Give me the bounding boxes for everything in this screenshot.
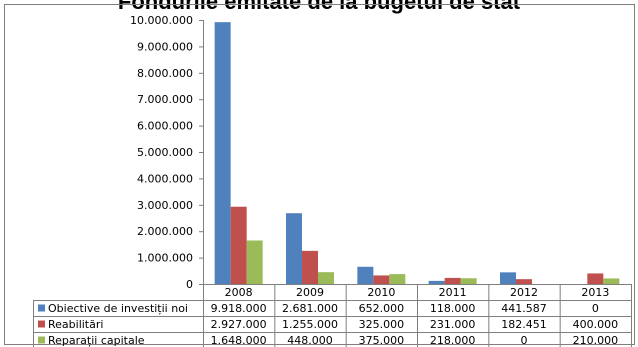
bar-1-2011: [428, 280, 445, 284]
bar-2-2012: [516, 279, 532, 284]
legend-label-2: Reabilitări: [48, 318, 103, 331]
chart-title: Fondurile emitate de la bugetul de stat: [117, 0, 521, 14]
data-label: 652.000: [359, 302, 405, 315]
data-label: 231.000: [430, 318, 476, 331]
bar-2-2009: [302, 250, 318, 284]
chart-frame: [4, 4, 635, 345]
data-label: 210.000: [573, 334, 619, 347]
y-tick-label: 7.000.000: [137, 93, 193, 106]
y-tick-label: 0: [186, 278, 193, 291]
bar-1-2012: [500, 272, 516, 284]
y-tick-label: 9.000.000: [137, 40, 193, 53]
bar-3-2010: [389, 274, 406, 284]
x-category-label: 2009: [296, 286, 324, 299]
data-label: 2.681.000: [282, 302, 338, 315]
y-tick-label: 5.000.000: [137, 146, 193, 159]
y-tick-label: 10.000.000: [130, 14, 193, 27]
y-tick-label: 6.000.000: [137, 120, 193, 133]
x-category-label: 2011: [439, 286, 467, 299]
y-tick-label: 1.000.000: [137, 252, 193, 265]
y-tick-label: 3.000.000: [137, 199, 193, 212]
data-label: 1.255.000: [282, 318, 338, 331]
data-label: 0: [592, 302, 599, 315]
x-category-label: 2010: [367, 286, 395, 299]
legend-key-2: [38, 320, 45, 328]
data-label: 325.000: [359, 318, 405, 331]
x-category-label: 2013: [581, 286, 609, 299]
data-label: 118.000: [430, 302, 476, 315]
legend-label-3: Reparații capitale: [48, 334, 145, 347]
y-tick-label: 4.000.000: [137, 172, 193, 185]
bar-3-2008: [246, 240, 263, 284]
data-label: 2.927.000: [211, 318, 267, 331]
bar-1-2008: [214, 22, 231, 285]
data-label: 182.451: [501, 318, 547, 331]
data-label: 375.000: [359, 334, 405, 347]
bar-2-2008: [230, 206, 247, 284]
legend-key-1: [38, 304, 45, 312]
bar-1-2010: [357, 266, 374, 284]
legend-label-1: Obiective de investiții noi: [48, 302, 188, 315]
bar-2-2013: [587, 273, 604, 284]
data-label: 0: [521, 334, 528, 347]
y-tick-label: 8.000.000: [137, 67, 193, 80]
data-label: 448.000: [287, 334, 333, 347]
bar-3-2013: [603, 278, 620, 284]
data-label: 1.648.000: [211, 334, 267, 347]
bar-3-2009: [318, 272, 334, 284]
data-label: 441.587: [501, 302, 547, 315]
bar-3-2011: [460, 278, 477, 284]
bar-2-2010: [373, 275, 390, 284]
data-label: 400.000: [573, 318, 619, 331]
data-label: 218.000: [430, 334, 476, 347]
x-category-label: 2012: [510, 286, 538, 299]
bar-2-2011: [444, 277, 461, 284]
data-label: 9.918.000: [211, 302, 267, 315]
y-tick-label: 2.000.000: [137, 225, 193, 238]
legend-key-3: [38, 336, 45, 344]
x-category-label: 2008: [225, 286, 253, 299]
bar-1-2009: [286, 213, 302, 284]
